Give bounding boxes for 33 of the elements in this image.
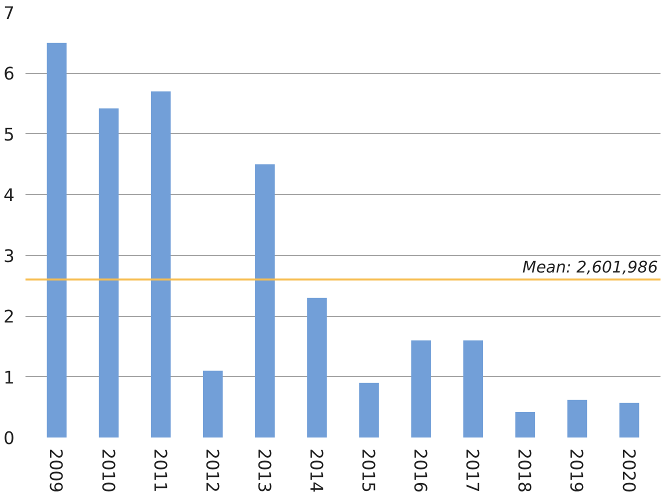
bar	[463, 340, 484, 438]
bar	[202, 370, 223, 438]
y-tick-label: 1	[3, 368, 15, 388]
x-tick-label: 2010	[97, 448, 118, 493]
y-tick-label: 2	[3, 308, 15, 328]
x-tick-label: 2011	[149, 448, 170, 493]
x-tick-label: 2020	[618, 448, 638, 493]
y-tick-label: 7	[3, 4, 15, 24]
x-tick-label: 2014	[305, 448, 326, 493]
y-tick-label: 5	[3, 125, 15, 146]
bar	[46, 42, 67, 438]
bar	[150, 91, 171, 438]
y-tick-label: 3	[3, 246, 15, 267]
bar	[98, 108, 119, 438]
bar	[567, 400, 588, 438]
x-tick-label: 2015	[358, 448, 378, 493]
bar	[255, 164, 275, 438]
x-tick-label: 2012	[201, 448, 222, 493]
ref-line-label: Mean: 2,601,986	[522, 258, 658, 277]
x-tick-label: 2018	[514, 448, 534, 493]
x-tick-label: 2017	[462, 448, 482, 493]
bar	[515, 412, 536, 438]
bar	[619, 402, 640, 438]
y-tick-label: 0	[3, 429, 15, 449]
x-tick-label: 2016	[410, 448, 430, 493]
bar	[411, 340, 431, 438]
x-tick-label: 2019	[566, 448, 586, 493]
y-tick-label: 6	[3, 64, 15, 85]
bar	[359, 382, 379, 438]
y-tick-label: 4	[3, 186, 15, 206]
x-tick-label: 2013	[253, 448, 274, 493]
bar	[307, 298, 327, 438]
x-tick-label: 2009	[45, 448, 66, 493]
